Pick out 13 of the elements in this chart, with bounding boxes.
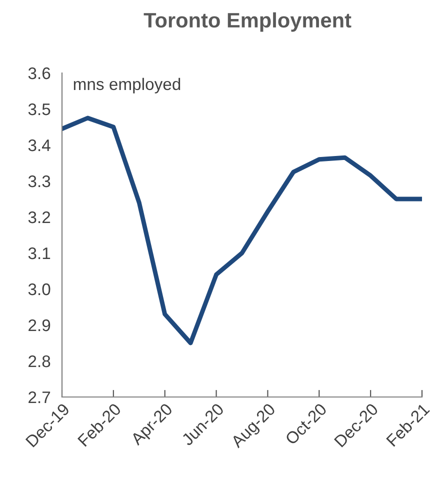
y-tick-label: 3.0	[28, 283, 50, 296]
y-tick-label: 2.7	[28, 391, 50, 404]
y-tick-label: 3.2	[28, 211, 50, 224]
y-tick-label: 3.4	[28, 139, 50, 152]
line-series	[62, 116, 422, 346]
y-axis-title: mns employed	[74, 78, 180, 94]
y-tick-label: 3.1	[28, 247, 50, 260]
y-tick-label: 3.5	[28, 103, 50, 116]
chart-title: Toronto Employment	[144, 12, 352, 32]
y-tick-label: 2.9	[28, 319, 50, 332]
y-tick-label: 3.6	[28, 67, 50, 80]
y-tick-label: 2.8	[28, 355, 50, 368]
y-tick-label: 3.3	[28, 175, 50, 188]
